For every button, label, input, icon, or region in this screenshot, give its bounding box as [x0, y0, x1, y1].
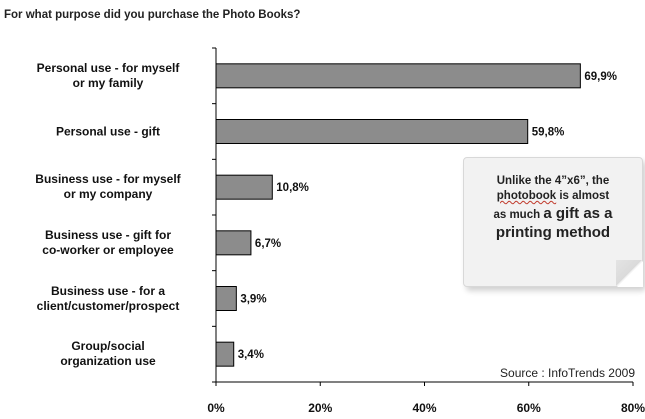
- callout-line-1: Unlike the 4”x6”, the: [496, 175, 610, 187]
- x-tick-label: 80%: [621, 401, 645, 415]
- callout-note: Unlike the 4”x6”, the photobook is almos…: [463, 157, 643, 287]
- bar: [215, 341, 235, 367]
- value-label: 3,4%: [238, 349, 264, 361]
- category-label-line: Business use - for myself: [35, 172, 181, 187]
- callout-text: Unlike the 4”x6”, the photobook is almos…: [478, 174, 628, 242]
- chart-title: For what purpose did you purchase the Ph…: [4, 9, 301, 21]
- bar: [215, 230, 252, 256]
- source-note: Source : InfoTrends 2009: [500, 366, 635, 380]
- bar: [215, 174, 273, 200]
- category-label-line: client/customer/prospect: [36, 298, 180, 313]
- callout-photobook: photobook: [496, 190, 557, 202]
- x-tick-label: 0%: [207, 401, 225, 415]
- category-label: Personal use - gift: [8, 124, 208, 139]
- value-label: 10,8%: [276, 182, 309, 194]
- category-label-line: organization use: [60, 354, 156, 369]
- category-label-line: Personal use - gift: [55, 124, 161, 138]
- category-label-line: Group/social: [71, 339, 145, 354]
- value-label: 59,8%: [532, 127, 565, 139]
- value-label: 69,9%: [584, 71, 617, 83]
- category-label-line: Personal use - for myself: [36, 60, 180, 75]
- callout-line-4: printing method: [495, 224, 611, 241]
- category-label: Business use - gift for co-worker or empl…: [8, 228, 208, 258]
- callout-line-3-small: as much: [493, 209, 544, 221]
- value-label: 6,7%: [255, 238, 281, 250]
- bar: [215, 286, 237, 311]
- x-tick-label: 60%: [517, 401, 541, 415]
- category-label-line: or my family: [72, 75, 144, 90]
- x-tick-label: 20%: [308, 401, 332, 415]
- category-label: Business use - for myself or my company: [8, 172, 208, 202]
- bar: [215, 63, 581, 89]
- category-label-line: or my company: [63, 187, 153, 202]
- category-label-line: Business use - for a: [50, 283, 166, 298]
- x-tick-label: 40%: [412, 401, 436, 415]
- page-curl-icon: [616, 260, 642, 286]
- category-label-line: co-worker or employee: [42, 242, 174, 257]
- category-label: Personal use - for myself or my family: [8, 61, 208, 91]
- category-label: Group/social organization use: [8, 339, 208, 369]
- category-label-line: Business use - gift for: [44, 227, 172, 242]
- callout-line-3-big: a gift as a: [543, 205, 613, 222]
- category-label: Business use - for a client/customer/pros…: [8, 284, 208, 314]
- callout-line-2: is almost: [556, 190, 610, 202]
- value-label: 3,9%: [240, 294, 266, 306]
- bar: [215, 119, 529, 144]
